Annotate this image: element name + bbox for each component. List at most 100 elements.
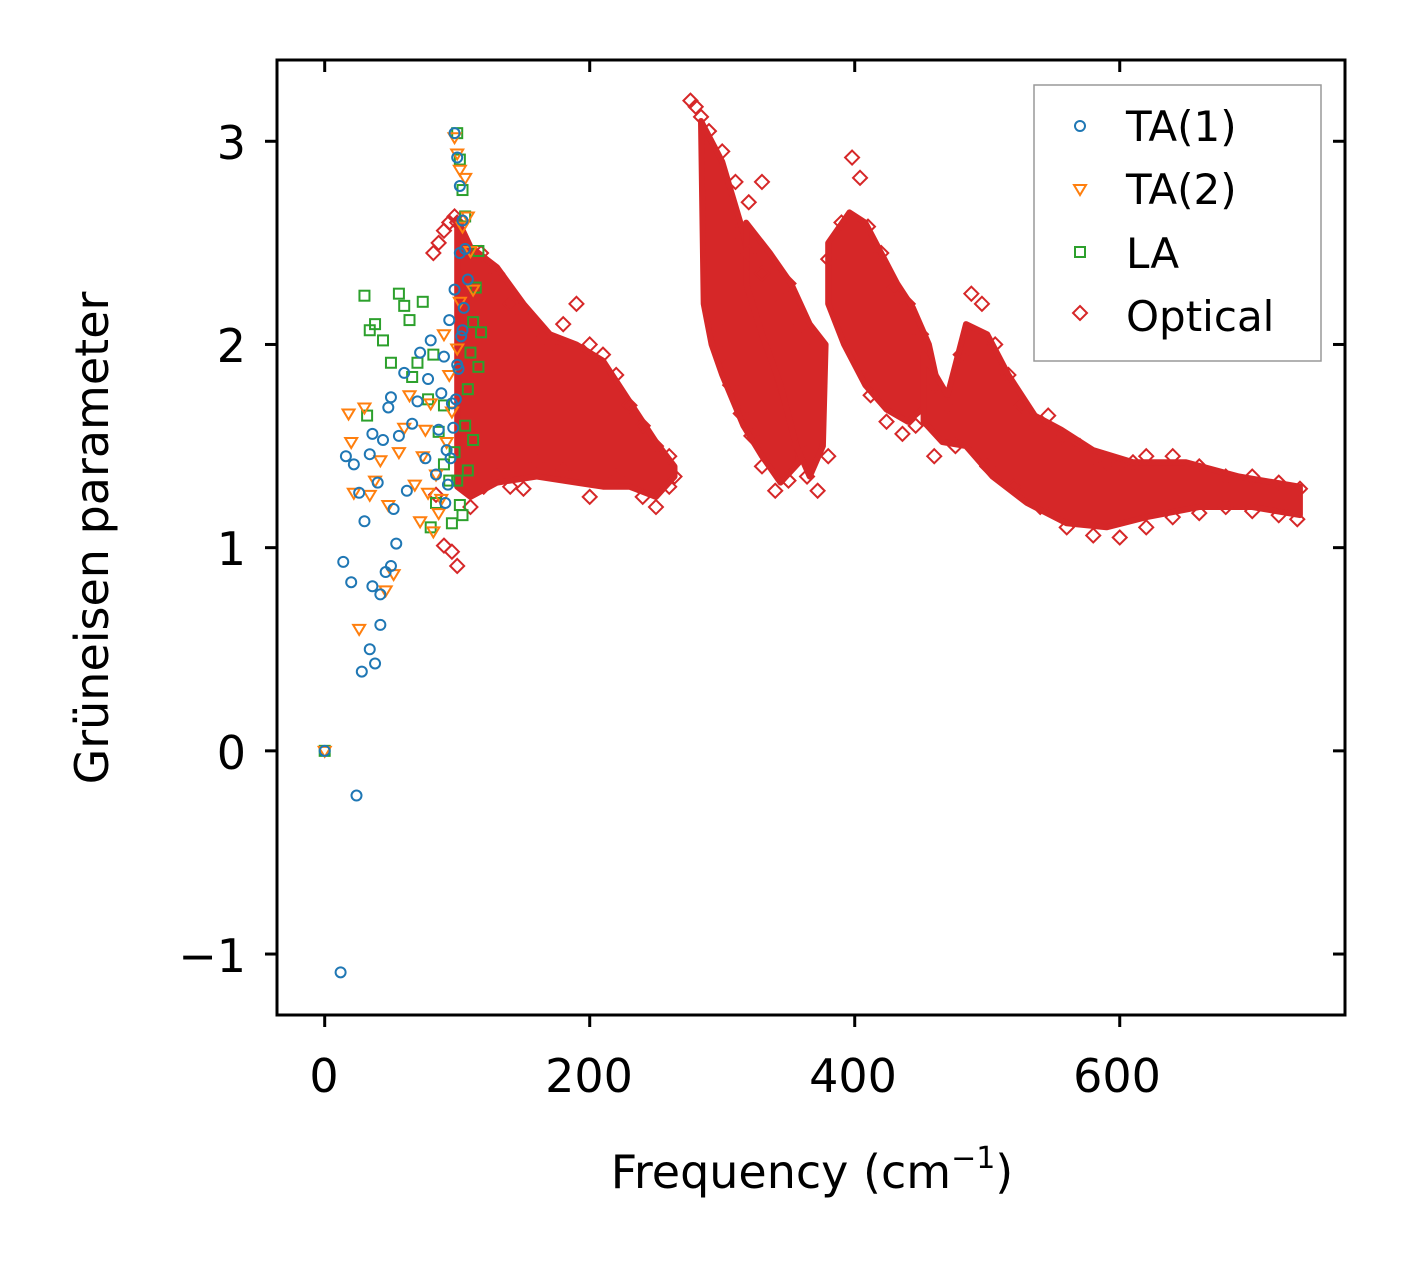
point-optical-33 [607, 366, 625, 384]
point-la-16 [437, 399, 450, 412]
point-la-33 [437, 458, 450, 471]
point-ta1-1 [334, 966, 347, 979]
point-optical-81 [947, 437, 964, 455]
point-ta2-27 [460, 211, 476, 225]
point-optical-89 [1039, 407, 1057, 424]
point-optical-35 [634, 417, 652, 435]
point-ta1-18 [366, 427, 379, 440]
point-optical-51 [753, 457, 771, 475]
point-ta1-55 [447, 421, 460, 434]
point-la-19 [453, 498, 466, 511]
point-optical-66 [833, 214, 850, 231]
point-optical-108 [1111, 529, 1129, 546]
point-ta2-15 [407, 479, 423, 493]
point-ta1-31 [419, 452, 432, 465]
point-la-21 [459, 419, 472, 432]
point-optical-96 [1137, 447, 1155, 465]
point-optical-73 [912, 325, 930, 343]
point-la-14 [427, 348, 440, 361]
point-optical-0 [424, 244, 442, 262]
point-optical-62 [780, 275, 797, 292]
point-ta1-17 [363, 448, 376, 461]
point-ta2-32 [452, 164, 468, 178]
x-axis-label-end: ) [995, 1145, 1013, 1199]
x-axis-label-sup: −1 [951, 1141, 995, 1176]
point-ta1-57 [441, 478, 454, 491]
legend: TA(1) TA(2) LA Optical [1033, 84, 1322, 362]
point-la-36 [461, 464, 474, 477]
point-ta1-15 [353, 486, 366, 499]
point-ta1-39 [443, 314, 456, 327]
point-optical-78 [894, 425, 911, 443]
legend-label-ta1: TA(1) [1125, 102, 1237, 151]
point-optical-82 [952, 346, 970, 364]
point-optical-48 [721, 376, 739, 394]
point-la-20 [456, 509, 469, 522]
point-optical-110 [1164, 508, 1182, 526]
point-optical-21 [660, 478, 678, 496]
point-ta2-2 [343, 437, 359, 450]
point-ta2-17 [417, 424, 434, 438]
point-ta1-22 [384, 391, 397, 404]
point-optical-43 [727, 173, 744, 191]
point-optical-19 [634, 488, 652, 506]
point-optical-37 [660, 447, 678, 465]
point-optical-24 [488, 264, 506, 282]
point-ta2-5 [356, 402, 373, 416]
point-optical-86 [1000, 366, 1017, 384]
point-la-37 [467, 433, 480, 446]
x-tick-label-200: 200 [545, 1049, 633, 1103]
point-optical-15 [528, 453, 546, 471]
point-optical-75 [939, 397, 956, 414]
x-tick-label-600: 600 [1073, 1049, 1161, 1103]
point-ta2-1 [340, 408, 357, 422]
point-ta1-27 [400, 484, 413, 497]
point-optical-25 [501, 295, 519, 313]
point-optical-31 [581, 336, 599, 353]
x-tick-label-0: 0 [309, 1049, 338, 1103]
point-optical-106 [1058, 518, 1076, 536]
point-ta1-53 [452, 362, 465, 375]
point-ta1-20 [377, 433, 390, 446]
point-optical-77 [878, 413, 895, 431]
point-ta2-26 [457, 172, 473, 186]
point-ta1-56 [444, 452, 457, 465]
point-optical-107 [1084, 527, 1102, 544]
point-optical-29 [554, 315, 572, 333]
point-optical-92 [1084, 447, 1102, 465]
point-ta1-6 [374, 618, 387, 631]
legend-label-ta2: TA(2) [1125, 165, 1237, 214]
point-optical-87 [1013, 397, 1031, 414]
point-optical-99 [1217, 468, 1235, 485]
point-ta1-45 [448, 127, 461, 140]
point-optical-16 [554, 462, 572, 479]
point-optical-27 [528, 319, 546, 337]
point-ta1-4 [363, 643, 376, 656]
point-ta2-12 [391, 447, 407, 461]
point-optical-58 [727, 224, 744, 242]
y-tick-label-neg1: −1 [178, 929, 246, 983]
point-optical-22 [666, 468, 683, 485]
point-optical-18 [607, 468, 625, 485]
legend-marker-la [1074, 246, 1086, 258]
point-optical-113 [1243, 502, 1261, 520]
point-ta1-52 [455, 330, 468, 343]
point-ta1-35 [432, 423, 445, 436]
point-optical-44 [740, 193, 758, 211]
point-ta2-4 [351, 623, 367, 637]
point-optical-103 [978, 457, 996, 475]
point-optical-93 [1098, 453, 1115, 471]
point-optical-23 [472, 244, 490, 262]
point-optical-71 [886, 279, 903, 296]
point-la-24 [467, 316, 480, 329]
point-optical-55 [798, 468, 816, 485]
point-optical-105 [1031, 498, 1049, 516]
point-ta2-37 [420, 487, 436, 501]
point-ta1-7 [337, 555, 350, 568]
y-tick-label-2: 2 [217, 319, 246, 373]
x-axis-label-main: Frequency (cm [611, 1145, 951, 1199]
point-ta1-44 [456, 324, 469, 337]
point-optical-111 [1190, 504, 1208, 522]
point-ta2-14 [401, 390, 418, 404]
point-optical-36 [647, 437, 665, 455]
